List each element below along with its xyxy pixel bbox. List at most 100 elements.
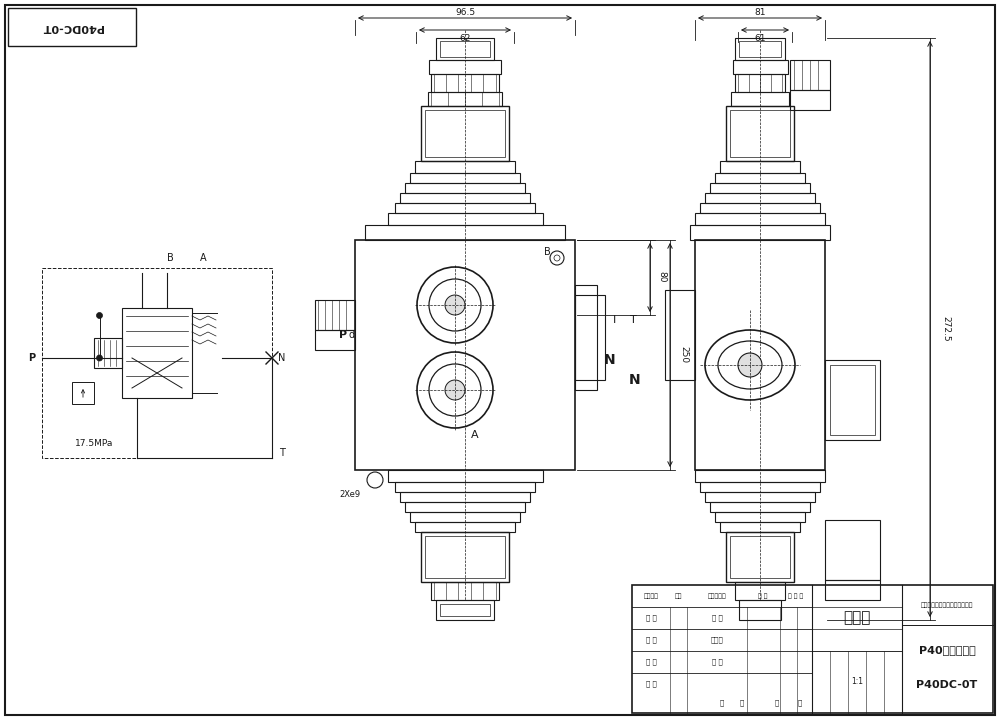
Text: P40电磁控制阀: P40电磁控制阀 <box>919 645 975 655</box>
Bar <box>425 110 505 157</box>
Bar <box>421 532 509 582</box>
Bar <box>400 193 530 203</box>
Text: 分区: 分区 <box>674 593 682 599</box>
Bar <box>700 203 820 213</box>
Text: 页: 页 <box>740 700 744 706</box>
Bar <box>8 8 136 46</box>
Bar <box>400 492 530 502</box>
Text: 标记处数: 标记处数 <box>644 593 658 599</box>
Text: d: d <box>349 330 355 340</box>
Text: T: T <box>630 315 636 325</box>
Bar <box>365 225 565 240</box>
Circle shape <box>445 380 465 400</box>
Bar <box>415 522 515 532</box>
Bar <box>825 580 880 600</box>
Bar <box>720 161 800 173</box>
Text: I: I <box>613 315 617 325</box>
Text: 外形图: 外形图 <box>843 611 871 626</box>
Bar <box>730 536 790 578</box>
Text: P40DC-0T: P40DC-0T <box>41 22 103 32</box>
Bar <box>695 213 825 225</box>
Bar <box>431 74 499 92</box>
Bar <box>790 60 830 90</box>
Bar <box>790 90 830 110</box>
Bar <box>425 536 505 578</box>
Text: 设 计: 设 计 <box>646 615 656 621</box>
Bar <box>710 183 810 193</box>
Text: N: N <box>604 353 616 367</box>
Bar <box>715 173 805 183</box>
Bar <box>726 532 794 582</box>
Bar <box>405 183 525 193</box>
Bar <box>715 512 805 522</box>
Text: 80: 80 <box>658 271 666 283</box>
Bar <box>575 285 597 390</box>
Text: 1:1: 1:1 <box>851 678 863 686</box>
Bar <box>410 173 520 183</box>
Bar <box>421 106 509 161</box>
Bar <box>575 295 605 380</box>
Text: N: N <box>629 373 641 387</box>
Text: 81: 81 <box>754 7 766 17</box>
Text: 61: 61 <box>754 34 766 42</box>
Bar <box>731 92 789 106</box>
Bar <box>710 502 810 512</box>
Bar <box>440 604 490 616</box>
Text: B: B <box>167 253 174 263</box>
Bar <box>315 330 355 350</box>
Bar <box>705 193 815 203</box>
Bar <box>42 268 272 458</box>
Text: 查 对: 查 对 <box>646 659 656 665</box>
Bar <box>739 600 781 620</box>
Text: 96.5: 96.5 <box>455 7 475 17</box>
Bar <box>395 482 535 492</box>
Text: 共: 共 <box>720 700 724 706</box>
Text: 17.5MPa: 17.5MPa <box>75 438 113 448</box>
Bar <box>355 240 575 470</box>
Text: A: A <box>471 430 479 440</box>
Text: P: P <box>28 353 36 363</box>
Bar <box>735 582 785 600</box>
Bar <box>665 290 695 380</box>
Circle shape <box>738 353 762 377</box>
Bar <box>122 308 192 398</box>
Bar <box>825 520 880 580</box>
Text: 标准化: 标准化 <box>711 636 723 643</box>
Text: 页: 页 <box>798 700 802 706</box>
Bar <box>388 213 543 225</box>
Bar <box>72 382 94 404</box>
Bar <box>632 585 993 713</box>
Text: 272.5: 272.5 <box>942 316 950 342</box>
Bar <box>395 203 535 213</box>
Bar <box>690 225 830 240</box>
Bar <box>733 60 788 74</box>
Bar <box>700 482 820 492</box>
Bar <box>695 470 825 482</box>
Bar <box>94 338 122 368</box>
Bar <box>726 106 794 161</box>
Bar <box>388 470 543 482</box>
Text: 2Xe9: 2Xe9 <box>339 490 361 498</box>
Bar <box>429 60 501 74</box>
Text: 第: 第 <box>775 700 779 706</box>
Circle shape <box>97 312 103 318</box>
Bar <box>735 38 785 60</box>
Text: 监 置: 监 置 <box>712 659 722 665</box>
Text: 审 批: 审 批 <box>646 680 656 688</box>
Bar <box>730 110 790 157</box>
Text: T: T <box>279 448 285 458</box>
Bar <box>428 92 502 106</box>
Bar <box>739 41 781 57</box>
Text: 签 名: 签 名 <box>758 593 768 599</box>
Text: 年 月 日: 年 月 日 <box>788 593 804 599</box>
Text: 更改文件号: 更改文件号 <box>708 593 726 599</box>
Text: 制 图: 制 图 <box>646 636 656 643</box>
Bar <box>440 41 490 57</box>
Bar <box>695 240 825 470</box>
Text: 青州腾信华通液压科技有限公司: 青州腾信华通液压科技有限公司 <box>921 602 973 608</box>
Bar <box>410 512 520 522</box>
Text: 250: 250 <box>680 346 688 364</box>
Bar <box>720 522 800 532</box>
Text: B: B <box>544 247 550 257</box>
Bar <box>436 600 494 620</box>
